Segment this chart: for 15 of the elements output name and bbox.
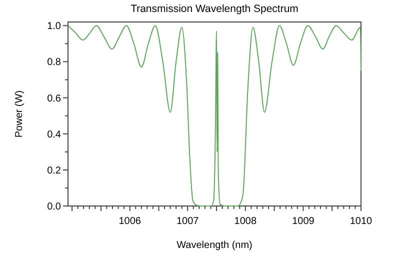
y-tick-label: 1.0 — [47, 21, 62, 32]
x-tick-label: 1007 — [176, 216, 200, 227]
x-tick-label: 1010 — [350, 216, 373, 227]
x-tick-label: 1009 — [292, 216, 315, 227]
x-tick-label: 1006 — [118, 216, 142, 227]
line-series — [68, 25, 362, 206]
x-axis-title: Wavelength (nm) — [176, 240, 252, 251]
x-tick-label: 1008 — [234, 216, 257, 227]
y-axis-title: Power (W) — [14, 90, 25, 138]
y-tick-label: 0.8 — [47, 57, 62, 68]
y-tick-label: 0.6 — [47, 93, 62, 104]
chart-title: Transmission Wavelength Spectrum — [130, 3, 299, 15]
y-tick-label: 0.4 — [47, 129, 62, 140]
y-tick-label: 0.0 — [47, 202, 62, 212]
y-tick-label: 0.2 — [47, 165, 62, 176]
